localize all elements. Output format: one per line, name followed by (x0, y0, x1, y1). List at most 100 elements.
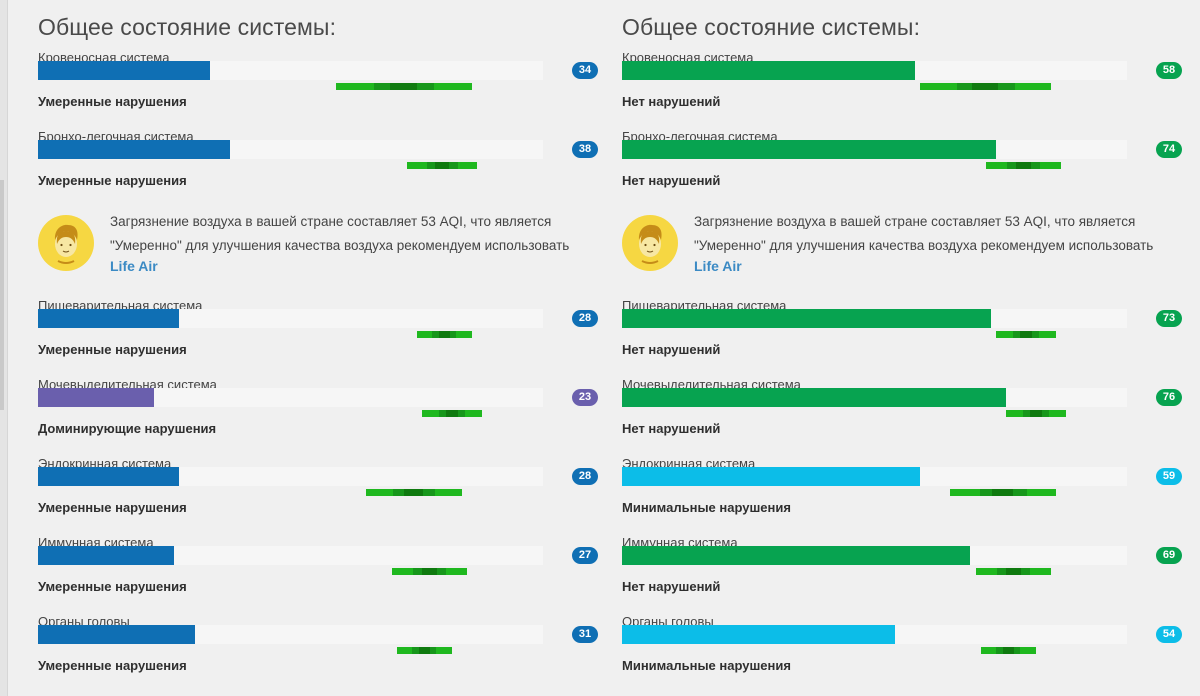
norm-range-center (992, 489, 1013, 496)
metric-status: Умеренные нарушения (38, 342, 187, 357)
metric-bar-fill (622, 546, 970, 565)
air-quality-info: Загрязнение воздуха в вашей стране соста… (622, 205, 1192, 285)
norm-range-bar (422, 410, 482, 417)
metric-bar-track (38, 309, 543, 328)
metric-row: Пищеварительная система 28 Умеренные наруш… (38, 298, 608, 370)
metric-row: Органы головы 31 Умеренные нарушения (38, 614, 608, 686)
norm-range-bar (397, 647, 452, 654)
norm-range-bar (336, 83, 472, 90)
metric-row: Мочевыделительная система 23 Доминирующие … (38, 377, 608, 449)
norm-range-bar (976, 568, 1051, 575)
metric-row: Бронхо-легочная система 38 Умеренные наруш… (38, 129, 608, 201)
norm-range-center (1003, 647, 1014, 654)
metric-value-badge: 59 (1156, 468, 1182, 485)
life-air-link[interactable]: Life Air (110, 258, 158, 274)
metric-value-badge: 27 (572, 547, 598, 564)
norm-range-bar (920, 83, 1051, 90)
metric-bar-track (38, 546, 543, 565)
metric-value-badge: 38 (572, 141, 598, 158)
scroll-thumb[interactable] (0, 180, 4, 410)
metric-status: Умеренные нарушения (38, 94, 187, 109)
metric-value-badge: 74 (1156, 141, 1182, 158)
metric-value-badge: 28 (572, 310, 598, 327)
metric-bar-fill (38, 61, 210, 80)
metric-status: Умеренные нарушения (38, 173, 187, 188)
face-avatar-icon (622, 215, 678, 271)
norm-range-bar (950, 489, 1056, 496)
metric-bar-track (38, 61, 543, 80)
system-state-panel-right: Общее состояние системы: Кровеносная сис… (622, 0, 1192, 696)
norm-range-bar (417, 331, 472, 338)
metric-bar-fill (38, 467, 179, 486)
metric-bar-track (622, 309, 1127, 328)
metric-bar-fill (38, 625, 195, 644)
norm-range-bar (407, 162, 477, 169)
norm-range-center (446, 410, 458, 417)
norm-range-center (419, 647, 430, 654)
metric-row: Иммунная система 27 Умеренные нарушения (38, 535, 608, 607)
metric-row: Эндокринная система 28 Умеренные нарушения (38, 456, 608, 528)
air-quality-info: Загрязнение воздуха в вашей стране соста… (38, 205, 608, 285)
metric-bar-track (622, 546, 1127, 565)
metric-bar-track (622, 140, 1127, 159)
norm-range-center (1016, 162, 1031, 169)
metric-bar-fill (622, 309, 991, 328)
metric-bar-track (38, 625, 543, 644)
metric-bar-fill (622, 61, 915, 80)
air-quality-text: Загрязнение воздуха в вашей стране соста… (694, 214, 1154, 253)
metric-bar-fill (622, 467, 920, 486)
metric-bar-track (622, 61, 1127, 80)
air-quality-text: Загрязнение воздуха в вашей стране соста… (110, 214, 570, 253)
norm-range-center (1006, 568, 1021, 575)
metric-status: Нет нарушений (622, 94, 721, 109)
system-state-panel-left: Общее состояние системы: Кровеносная сис… (38, 0, 608, 696)
metric-status: Умеренные нарушения (38, 658, 187, 673)
metric-status: Умеренные нарушения (38, 500, 187, 515)
metric-bar-fill (38, 140, 230, 159)
metric-row: Иммунная система 69 Нет нарушений (622, 535, 1192, 607)
metric-bar-fill (622, 140, 996, 159)
norm-range-bar (996, 331, 1056, 338)
metric-status: Нет нарушений (622, 579, 721, 594)
metric-value-badge: 76 (1156, 389, 1182, 406)
metric-value-badge: 28 (572, 468, 598, 485)
metric-bar-track (38, 467, 543, 486)
metric-row: Кровеносная система 58 Нет нарушений (622, 50, 1192, 122)
metric-status: Минимальные нарушения (622, 500, 791, 515)
left-scroll-edge[interactable] (0, 0, 8, 696)
metric-status: Нет нарушений (622, 342, 721, 357)
norm-range-bar (981, 647, 1036, 654)
norm-range-bar (986, 162, 1061, 169)
norm-range-center (972, 83, 998, 90)
metric-bar-track (622, 388, 1127, 407)
metric-row: Органы головы 54 Минимальные нарушения (622, 614, 1192, 686)
metric-bar-track (38, 140, 543, 159)
metric-row: Эндокринная система 59 Минимальные нарушен… (622, 456, 1192, 528)
norm-range-center (390, 83, 417, 90)
metric-status: Нет нарушений (622, 173, 721, 188)
metric-bar-fill (38, 388, 154, 407)
norm-range-bar (392, 568, 467, 575)
metric-bar-track (622, 467, 1127, 486)
metric-bar-fill (622, 388, 1006, 407)
metric-status: Минимальные нарушения (622, 658, 791, 673)
metric-row: Мочевыделительная система 76 Нет нарушений (622, 377, 1192, 449)
norm-range-center (439, 331, 450, 338)
panel-title: Общее состояние системы: (38, 14, 337, 40)
metric-bar-fill (38, 309, 179, 328)
metric-row: Бронхо-легочная система 74 Нет нарушений (622, 129, 1192, 201)
norm-range-center (422, 568, 437, 575)
metric-value-badge: 73 (1156, 310, 1182, 327)
norm-range-bar (1006, 410, 1066, 417)
metric-value-badge: 58 (1156, 62, 1182, 79)
metric-status: Нет нарушений (622, 421, 721, 436)
metric-value-badge: 34 (572, 62, 598, 79)
norm-range-center (1030, 410, 1042, 417)
metric-value-badge: 54 (1156, 626, 1182, 643)
metric-bar-track (622, 625, 1127, 644)
metric-bar-fill (38, 546, 174, 565)
life-air-link[interactable]: Life Air (694, 258, 742, 274)
norm-range-center (435, 162, 449, 169)
metric-value-badge: 23 (572, 389, 598, 406)
